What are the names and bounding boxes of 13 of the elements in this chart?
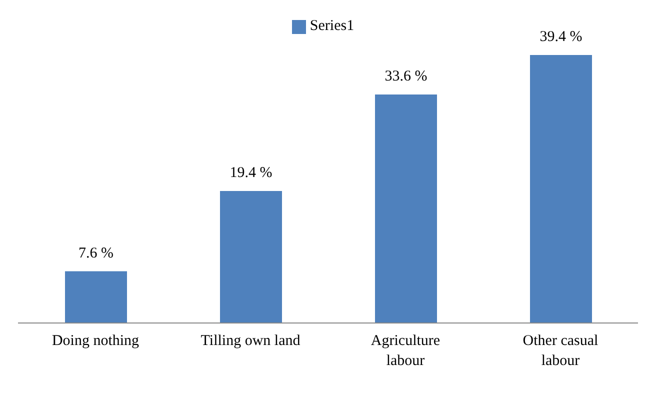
data-label: 39.4 % [540,29,582,45]
bar [530,55,592,323]
data-label: 33.6 % [384,68,428,84]
bar [65,271,127,323]
x-tick-label: Tilling own land [200,333,301,349]
bar [220,191,282,323]
x-tick-label: Other casual labour [522,333,598,369]
data-label: 19.4 % [230,165,272,182]
legend-label: Series1 [310,18,354,34]
x-tick-label: Agriculture labour [370,333,440,369]
x-tick-label: Doing nothing [52,333,140,349]
bar [375,94,437,323]
data-label: 7.6 % [78,245,114,262]
